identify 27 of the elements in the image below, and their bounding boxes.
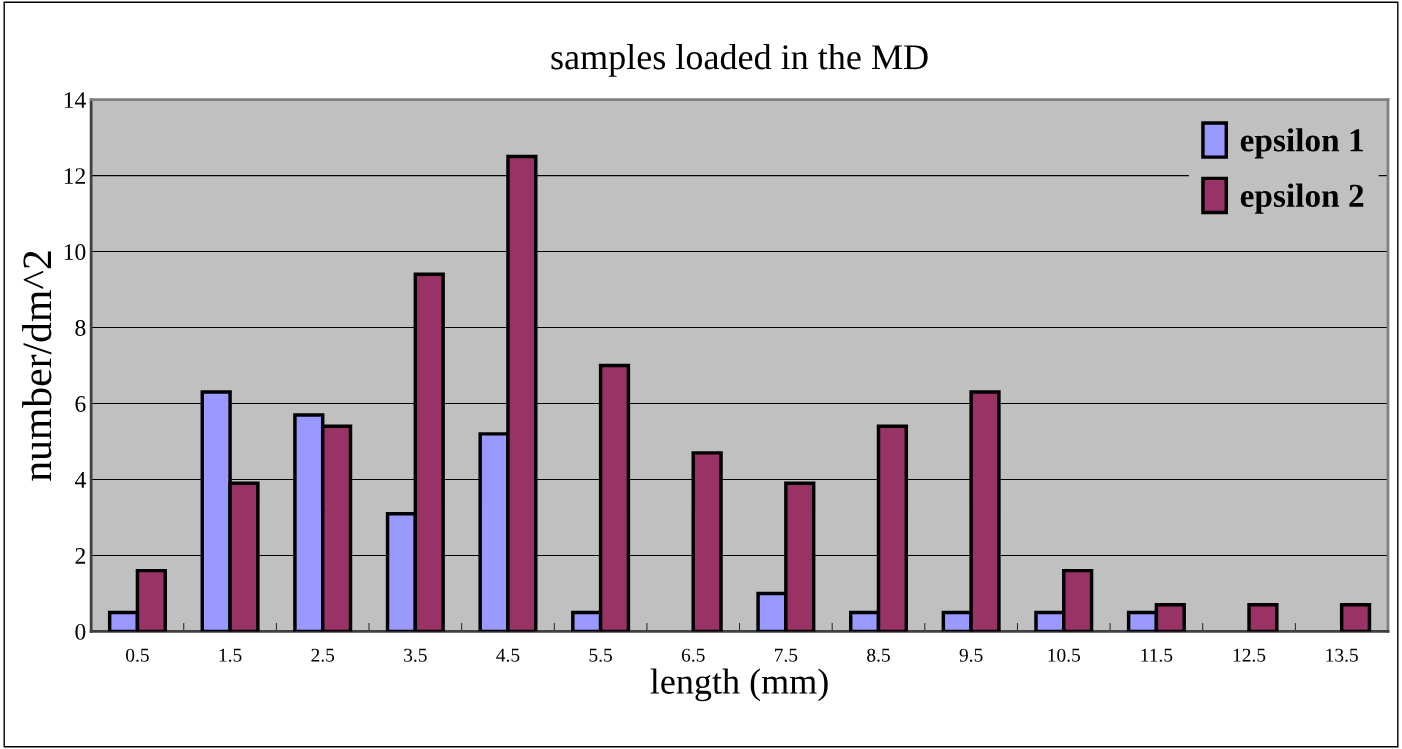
- y-tick-label: 4: [74, 472, 86, 488]
- x-tick-label: 9.5: [959, 648, 983, 662]
- y-tick-label: 6: [75, 396, 86, 412]
- x-axis-title: length (mm): [650, 668, 828, 702]
- chart-title: samples loaded in the MD: [551, 44, 928, 77]
- y-tick-label: 14: [64, 92, 86, 108]
- legend-label: epsilon 1: [1240, 128, 1363, 159]
- x-tick-label: 1.5: [219, 648, 242, 662]
- y-tick-label: 2: [75, 547, 85, 564]
- y-tick-label: 12: [64, 168, 85, 184]
- x-tick-label: 10.5: [1048, 648, 1081, 662]
- x-tick-label: 4.5: [496, 648, 520, 662]
- x-tick-label: 3.5: [404, 648, 427, 662]
- legend-label: epsilon 2: [1240, 183, 1364, 214]
- x-tick-label: 11.5: [1141, 648, 1173, 662]
- x-tick-label: 12.5: [1233, 648, 1266, 662]
- x-tick-label: 5.5: [589, 648, 612, 662]
- x-tick-label: 6.5: [681, 648, 705, 662]
- x-tick-label: 13.5: [1326, 648, 1358, 662]
- x-tick-label: 0.5: [126, 648, 149, 662]
- x-tick-label: 2.5: [311, 648, 335, 662]
- x-tick-label: 8.5: [867, 648, 890, 662]
- y-tick-label: 0: [75, 623, 86, 640]
- y-axis-title: number/dm^2: [22, 251, 52, 481]
- y-tick-label: 8: [75, 320, 86, 336]
- y-tick-label: 10: [64, 244, 86, 260]
- x-tick-label: 7.5: [775, 648, 798, 662]
